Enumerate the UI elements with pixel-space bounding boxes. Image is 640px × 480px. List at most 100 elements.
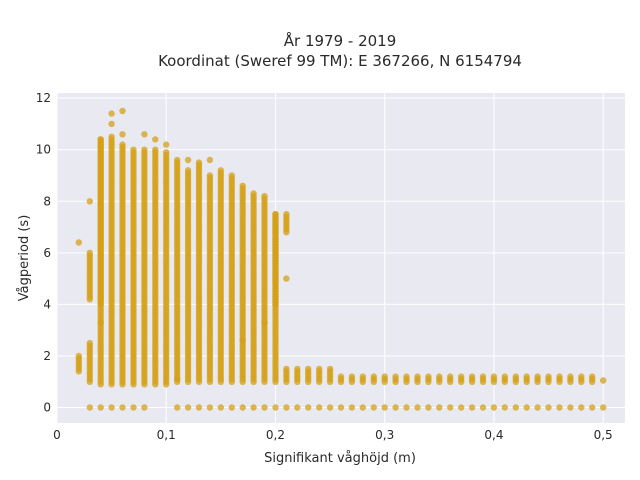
data-point: [261, 192, 268, 200]
data-point: [174, 156, 181, 164]
y-tick-label: 8: [43, 194, 51, 208]
data-point: [479, 373, 487, 380]
data-point: [458, 404, 465, 411]
data-point: [141, 146, 148, 153]
data-point: [86, 339, 94, 347]
data-point: [195, 159, 203, 166]
data-point: [184, 167, 192, 174]
data-point: [228, 404, 235, 411]
x-tick-label: 0,5: [594, 428, 613, 442]
data-point: [545, 404, 552, 411]
data-point: [272, 211, 279, 218]
data-point: [283, 404, 290, 411]
data-point: [152, 136, 159, 143]
data-point: [163, 149, 170, 156]
data-point: [250, 404, 257, 411]
data-point: [174, 376, 181, 383]
data-point: [86, 249, 94, 256]
data-point: [567, 404, 574, 411]
scatter-points: [75, 107, 607, 411]
data-point: [119, 141, 126, 148]
data-point: [534, 373, 541, 380]
data-point: [458, 373, 465, 380]
data-point: [403, 373, 410, 380]
data-point: [556, 404, 563, 411]
data-point: [108, 404, 115, 411]
data-point: [359, 373, 366, 380]
data-point: [370, 373, 377, 380]
data-point: [184, 156, 192, 164]
data-point: [392, 404, 399, 411]
data-point: [436, 373, 443, 380]
data-point: [97, 404, 104, 411]
data-point: [195, 404, 203, 411]
data-point: [228, 172, 235, 179]
data-point: [119, 107, 126, 115]
y-tick-label: 2: [43, 349, 51, 363]
data-point: [283, 275, 290, 282]
x-tick-label: 0,4: [484, 428, 503, 442]
data-point: [163, 141, 170, 148]
data-point: [119, 131, 126, 138]
data-point: [589, 373, 596, 380]
data-point: [567, 373, 574, 380]
data-point: [86, 198, 94, 205]
data-point: [316, 365, 323, 373]
data-point: [523, 373, 530, 380]
data-point: [130, 404, 137, 411]
y-tick-label: 10: [36, 143, 51, 157]
y-tick-label: 4: [43, 297, 51, 311]
data-point: [523, 404, 530, 411]
chart-title-line-2: Koordinat (Sweref 99 TM): E 367266, N 61…: [158, 52, 522, 70]
data-point: [108, 133, 115, 140]
y-axis-ticks: 0 2 4 6 8 10 12: [36, 91, 51, 414]
data-point: [501, 373, 508, 380]
data-point: [261, 319, 268, 326]
data-point: [250, 190, 257, 197]
data-point: [381, 373, 388, 380]
data-point: [348, 404, 356, 411]
data-point: [206, 172, 214, 179]
data-point: [217, 167, 224, 174]
data-point: [447, 404, 454, 411]
data-point: [512, 373, 519, 380]
data-point: [217, 404, 224, 411]
data-point: [348, 373, 356, 380]
data-point: [512, 404, 519, 411]
data-point: [283, 365, 290, 373]
x-tick-label: 0: [53, 428, 61, 442]
data-point: [294, 365, 301, 373]
y-tick-label: 12: [36, 91, 51, 105]
data-point: [184, 404, 192, 411]
x-tick-label: 0,1: [157, 428, 176, 442]
data-point: [436, 404, 443, 411]
data-point: [294, 404, 301, 411]
data-point: [381, 404, 388, 411]
data-point: [534, 404, 541, 411]
x-tick-label: 0,3: [375, 428, 394, 442]
data-point: [403, 404, 410, 411]
data-point: [447, 373, 454, 380]
data-point: [545, 373, 552, 380]
data-point: [578, 373, 585, 380]
data-point: [108, 110, 115, 117]
data-point: [589, 404, 596, 411]
data-point: [490, 373, 498, 380]
data-point: [305, 365, 312, 373]
data-point: [556, 373, 563, 380]
data-point: [479, 404, 487, 411]
y-tick-label: 6: [43, 246, 51, 260]
data-point: [86, 404, 94, 411]
data-point: [490, 404, 498, 411]
data-point: [600, 377, 607, 384]
data-point: [425, 373, 432, 380]
data-point: [130, 146, 137, 153]
data-point: [468, 373, 476, 380]
data-point: [425, 404, 432, 411]
data-point: [501, 404, 508, 411]
data-point: [305, 404, 312, 411]
data-point: [141, 131, 148, 138]
data-point: [337, 404, 345, 411]
data-point: [239, 404, 246, 411]
